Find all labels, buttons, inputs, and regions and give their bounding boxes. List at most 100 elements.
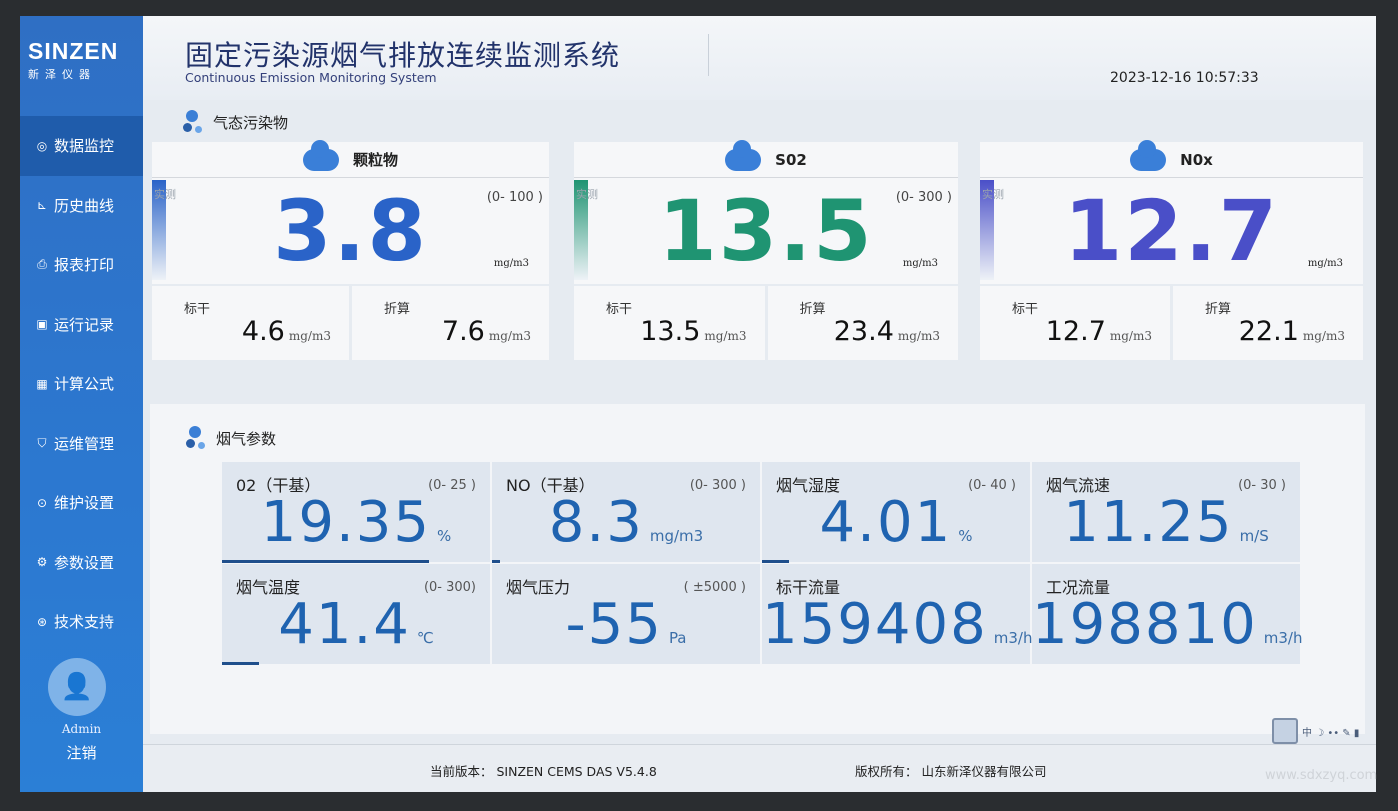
std-label: 标干	[184, 302, 211, 317]
param-label: NO（干基）	[506, 476, 595, 495]
sidebar-item-1[interactable]: ⊾ 历史曲线	[20, 176, 143, 236]
version-text: 当前版本： SINZEN CEMS DAS V5.4.8	[430, 764, 657, 779]
logo: SINZEN 新泽仪器	[20, 16, 143, 82]
unit: mg/m3	[488, 329, 531, 343]
param-tile: 工况流量 198810 m3/h	[1032, 564, 1303, 664]
tray-icons[interactable]: 中 ☽ •• ✎ ▮	[1302, 727, 1360, 739]
sidebar-item-2[interactable]: ⎙ 报表打印	[20, 235, 143, 295]
unit: mg/m3	[897, 329, 940, 343]
param-value: -55	[565, 592, 663, 657]
header: 固定污染源烟气排放连续监测系统 Continuous Emission Moni…	[143, 16, 1376, 100]
measured-area: 实测 13.5 (0- 300 ) mg/m3	[574, 178, 958, 284]
logo-subtext: 新泽仪器	[28, 68, 96, 81]
unit: mg/m3	[288, 329, 331, 343]
sidebar-item-label: 维护设置	[54, 494, 115, 513]
page-subtitle: Continuous Emission Monitoring System	[185, 70, 437, 85]
range: (0- 300 )	[895, 190, 952, 205]
param-tile: 烟气流速 (0- 30 ) 11.25 m/S	[1032, 462, 1300, 562]
cloud-icon	[1130, 139, 1167, 171]
std-dry-box: 标干 13.5 mg/m3	[574, 286, 765, 360]
std-label: 标干	[606, 302, 633, 317]
watermark: www.sdxzyq.com	[1265, 768, 1378, 783]
location-icon: ⊙	[36, 495, 48, 510]
flue-section-title: 烟气参数	[186, 426, 276, 450]
system-tray: 中 ☽ •• ✎ ▮	[1272, 718, 1359, 744]
gear-icon: ⚙	[36, 555, 48, 570]
pollutant-card: S02 实测 13.5 (0- 300 ) mg/m3 标干 13.5 mg/m3 …	[574, 139, 958, 360]
param-value: 8.3	[548, 490, 644, 555]
sidebar-item-5[interactable]: ⛉ 运维管理	[20, 414, 143, 474]
page-title: 固定污染源烟气排放连续监测系统	[185, 39, 621, 72]
param-range: ( ±5000 )	[683, 580, 746, 595]
converted-box: 折算 7.6 mg/m3	[352, 286, 549, 360]
range: (0- 100 )	[486, 190, 543, 205]
sidebar-item-label: 数据监控	[54, 137, 115, 156]
calculator-icon: ▦	[36, 376, 48, 391]
conv-value: 23.4	[833, 316, 894, 347]
datetime: 2023-12-16 10:57:33	[1110, 70, 1259, 86]
monitor-icon: ◎	[36, 138, 48, 153]
sidebar-item-8[interactable]: ⊛ 技术支持	[20, 592, 143, 652]
std-value: 4.6	[241, 316, 285, 347]
param-value: 4.01	[819, 490, 953, 555]
sidebar-nav: ◎ 数据监控 ⊾ 历史曲线 ⎙ 报表打印 ▣ 运行记录 ▦ 计算公式 ⛉ 运维管理 ⊙ 维护设置 ⚙ 参数设置…	[20, 116, 143, 652]
param-tile: 标干流量 159408 m3/h	[762, 564, 1033, 664]
sidebar-item-3[interactable]: ▣ 运行记录	[20, 295, 143, 355]
pollutant-card: 颗粒物 实测 3.8 (0- 100 ) mg/m3 标干 4.6 mg/m3 折算…	[152, 139, 549, 360]
sidebar-item-0[interactable]: ◎ 数据监控	[20, 116, 143, 176]
conv-value: 7.6	[441, 316, 485, 347]
param-value: 19.35	[260, 490, 432, 555]
sidebar-item-7[interactable]: ⚙ 参数设置	[20, 533, 143, 593]
sidebar-item-label: 运维管理	[54, 434, 115, 453]
param-tile: 烟气温度 (0- 300) 41.4 ℃	[222, 564, 490, 665]
card-header: S02	[574, 139, 958, 178]
username: Admin	[61, 722, 102, 736]
section-title-text: 烟气参数	[216, 429, 277, 448]
param-unit: m/S	[1239, 527, 1269, 545]
record-icon: ▣	[36, 317, 48, 332]
flue-params-grid: 02（干基） (0- 25 ) 19.35% NO（干基） (0- 300 ) …	[222, 462, 1303, 665]
measured-area: 实测 3.8 (0- 100 ) mg/m3	[152, 178, 549, 284]
converted-box: 折算 23.4 mg/m3	[767, 286, 958, 360]
param-label: 烟气湿度	[776, 476, 841, 495]
unit: mg/m3	[493, 258, 529, 269]
std-dry-box: 标干 4.6 mg/m3	[152, 286, 349, 360]
chart-icon: ⊾	[36, 198, 48, 213]
sidebar-item-label: 参数设置	[54, 553, 115, 572]
unit: mg/m3	[902, 258, 938, 269]
sidebar-item-4[interactable]: ▦ 计算公式	[20, 354, 143, 414]
logout-button[interactable]: 注销	[66, 744, 97, 762]
printer-icon: ⎙	[37, 257, 47, 272]
support-icon: ⊛	[36, 614, 48, 629]
pollutant-name: S02	[775, 150, 807, 169]
unit: mg/m3	[1109, 329, 1152, 343]
param-range: (0- 25 )	[428, 478, 476, 493]
sidebar: SINZEN 新泽仪器 ◎ 数据监控 ⊾ 历史曲线 ⎙ 报表打印 ▣ 运行记录 ▦ 计算公式 ⛉ 运维…	[20, 16, 143, 792]
level-bar	[574, 180, 588, 280]
param-value: 159408	[762, 592, 988, 657]
user-avatar-icon[interactable]: 👤	[48, 658, 106, 716]
sidebar-item-6[interactable]: ⊙ 维护设置	[20, 473, 143, 533]
param-unit: %	[437, 527, 452, 545]
screen: SINZEN 新泽仪器 ◎ 数据监控 ⊾ 历史曲线 ⎙ 报表打印 ▣ 运行记录 ▦ 计算公式 ⛉ 运维…	[20, 16, 1376, 792]
param-tile: 烟气压力 ( ±5000 ) -55 Pa	[492, 564, 760, 664]
section-icon	[186, 426, 206, 450]
keyboard-icon[interactable]	[1272, 718, 1298, 744]
unit: mg/m3	[704, 329, 747, 343]
gas-section-title: 气态污染物	[183, 110, 288, 134]
std-label: 标干	[1012, 302, 1039, 317]
param-label: 02（干基）	[236, 476, 321, 495]
level-bar	[152, 180, 166, 280]
param-progress	[762, 560, 789, 563]
param-range: (0- 40 )	[968, 478, 1016, 493]
param-label: 标干流量	[776, 578, 841, 597]
param-label: 烟气压力	[506, 578, 571, 597]
param-unit: ℃	[416, 629, 434, 647]
flue-params-panel: 烟气参数 02（干基） (0- 25 ) 19.35% NO（干基） (0- 3…	[150, 404, 1365, 734]
conv-label: 折算	[384, 302, 411, 317]
measured-tag: 实测	[154, 188, 176, 201]
pollutant-name: N0x	[1180, 150, 1213, 169]
pollutant-name: 颗粒物	[352, 151, 398, 169]
measured-area: 实测 12.7 mg/m3	[980, 178, 1363, 284]
section-title-text: 气态污染物	[213, 113, 289, 132]
